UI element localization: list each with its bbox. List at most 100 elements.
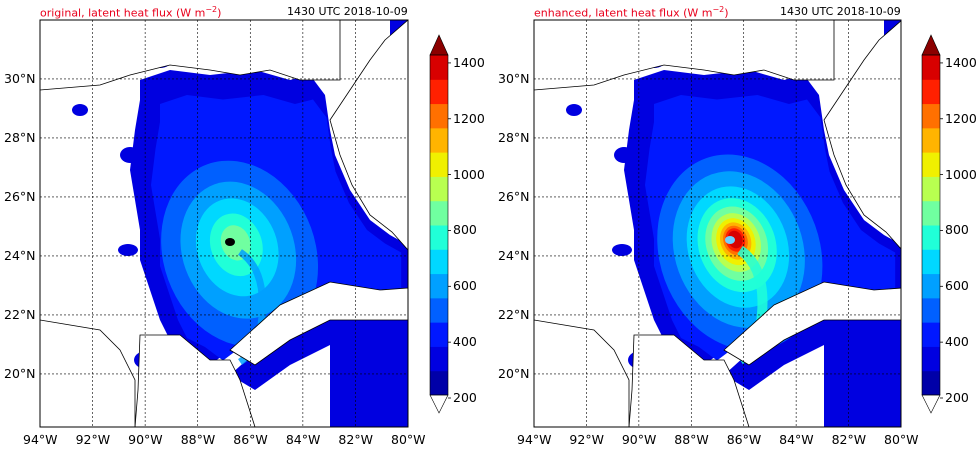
- colorbar-segment: [430, 322, 448, 347]
- colorbar-segment: [922, 273, 940, 299]
- colorbar-segment: [430, 200, 448, 226]
- caribbean-flux-east: [824, 320, 901, 427]
- colorbar-tick-label: 1400: [453, 54, 485, 70]
- lon-tick-label: 92°W: [75, 432, 111, 447]
- colorbar-segment: [922, 322, 940, 347]
- colorbar-segment: [922, 200, 940, 226]
- convective-cell: [614, 147, 634, 163]
- lon-tick-label: 88°W: [180, 432, 216, 447]
- panel-1-time: 1430 UTC 2018-10-09: [287, 5, 408, 18]
- colorbar-frame: [921, 54, 941, 396]
- colorbar-under-arrow: [429, 394, 449, 414]
- colorbar-tick-label: 400: [945, 334, 969, 350]
- map-panel-2: [533, 19, 902, 428]
- colorbar-over-arrow: [921, 34, 941, 56]
- colorbar-tick-label: 600: [453, 278, 477, 294]
- colorbar-tick-label: 400: [453, 334, 477, 350]
- colorbar-tick-label: 1400: [945, 54, 977, 70]
- lat-tick-label: 28°N: [498, 129, 530, 145]
- lat-tick-label: 28°N: [4, 129, 36, 145]
- panel-2-title: enhanced, latent heat flux (W m−2): [534, 5, 729, 20]
- hurricane-flux-ring: [727, 230, 743, 249]
- lon-tick-label: 90°W: [621, 432, 657, 447]
- map-frame: [39, 19, 409, 428]
- lat-tick-label: 26°N: [4, 188, 36, 204]
- colorbar-segment: [430, 55, 448, 80]
- colorbar-segment: [430, 103, 448, 129]
- colorbar-segment: [430, 346, 448, 372]
- colorbar-segment: [430, 273, 448, 299]
- lat-tick-label: 22°N: [498, 306, 530, 322]
- colorbar-tick-label: 1000: [945, 166, 977, 182]
- colorbar-segment: [430, 79, 448, 105]
- colorbar-tick-label: 800: [453, 222, 477, 238]
- colorbar-segment: [922, 346, 940, 372]
- panel-2-time: 1430 UTC 2018-10-09: [780, 5, 901, 18]
- colorbar-tick-label: 1200: [945, 110, 977, 126]
- mexico-mainland: [534, 319, 630, 427]
- lat-tick-label: 20°N: [498, 365, 530, 381]
- convective-cell: [612, 244, 632, 256]
- colorbar-segment: [430, 249, 448, 275]
- cuba-island: [723, 281, 901, 366]
- colorbar-segment: [922, 370, 940, 396]
- lon-tick-label: 92°W: [569, 432, 604, 447]
- colorbar-segment: [922, 152, 940, 177]
- colorbar-segment: [922, 127, 940, 153]
- yucatan-peninsula: [134, 334, 256, 427]
- colorbar-segment: [922, 297, 940, 323]
- convective-cell: [72, 104, 88, 116]
- colorbar-segment: [430, 225, 448, 250]
- colorbar-2: [921, 34, 943, 414]
- cuba-island: [229, 281, 408, 366]
- colorbar-tick-label: 1000: [453, 166, 485, 182]
- colorbar-segment: [430, 127, 448, 153]
- us-gulf-coast: [534, 20, 901, 91]
- flux-field: [534, 20, 901, 427]
- mexico-mainland: [40, 319, 136, 427]
- colorbar-over-arrow: [429, 34, 449, 56]
- colorbar-under-arrow: [921, 394, 941, 414]
- lon-tick-label: 84°W: [285, 432, 321, 447]
- hurricane-eye: [225, 238, 235, 246]
- colorbar-segment: [922, 79, 940, 105]
- lon-tick-label: 94°W: [517, 432, 552, 447]
- flux-field: [40, 20, 408, 427]
- colorbar-tick-label: 200: [945, 390, 969, 405]
- colorbar-segment: [430, 176, 448, 202]
- colorbar-1: [429, 34, 451, 414]
- caribbean-flux-east: [330, 320, 408, 427]
- colorbar-segment: [430, 152, 448, 177]
- lat-tick-label: 22°N: [4, 306, 36, 322]
- lat-tick-label: 26°N: [498, 188, 530, 204]
- map-panel-1: [39, 19, 409, 428]
- florida-peninsula: [329, 20, 408, 251]
- lon-tick-label: 82°W: [831, 432, 867, 447]
- colorbar-segment: [922, 249, 940, 275]
- map-frame: [533, 19, 902, 428]
- lon-tick-label: 90°W: [128, 432, 163, 447]
- lon-tick-label: 80°W: [884, 432, 919, 447]
- convective-cell: [566, 104, 582, 116]
- yucatan-peninsula: [628, 334, 750, 427]
- colorbar-segment: [922, 103, 940, 129]
- lon-tick-label: 94°W: [23, 432, 58, 447]
- convective-cell: [118, 244, 138, 256]
- colorbar-segment: [922, 176, 940, 202]
- us-gulf-coast: [40, 20, 408, 91]
- hurricane-eye: [725, 236, 735, 244]
- florida-peninsula: [823, 20, 901, 250]
- lon-tick-label: 86°W: [233, 432, 268, 447]
- colorbar-segment: [922, 225, 940, 250]
- convective-cell: [120, 147, 140, 163]
- lat-tick-label: 24°N: [4, 247, 36, 263]
- colorbar-tick-label: 200: [453, 390, 477, 405]
- lat-tick-label: 30°N: [4, 70, 36, 86]
- lon-tick-label: 88°W: [674, 432, 709, 447]
- colorbar-frame: [429, 54, 449, 396]
- colorbar-segment: [922, 55, 940, 80]
- lat-tick-label: 20°N: [4, 365, 36, 381]
- colorbar-segment: [430, 297, 448, 323]
- lon-tick-label: 80°W: [391, 432, 426, 447]
